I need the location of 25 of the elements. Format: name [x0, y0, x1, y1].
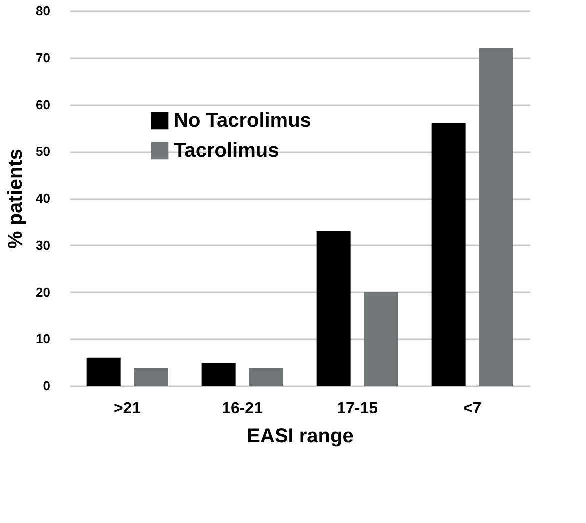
- legend-label: No Tacrolimus: [174, 110, 312, 132]
- y-axis-title: % patients: [5, 148, 28, 250]
- x-tick-label: <7: [463, 400, 482, 418]
- bar: [364, 292, 398, 386]
- x-tick-label: >21: [114, 400, 142, 418]
- y-tick-label: 20: [36, 284, 50, 300]
- y-tick-label: 40: [36, 191, 50, 206]
- legend-label: Tacrolimus: [174, 140, 280, 162]
- bar: [202, 364, 236, 386]
- y-tick-label: 10: [36, 332, 50, 347]
- bar: [479, 48, 514, 386]
- y-tick-label: 50: [36, 144, 50, 160]
- y-tick-label: 30: [36, 238, 50, 253]
- x-tick-label: 16-21: [222, 400, 264, 418]
- y-tick-label: 0: [43, 378, 50, 394]
- bar: [316, 231, 351, 386]
- y-tick-label: 80: [36, 4, 50, 18]
- bar: [86, 358, 121, 386]
- y-tick-label: 70: [36, 50, 50, 66]
- bar: [134, 368, 168, 386]
- x-tick-label: 17-15: [337, 400, 378, 418]
- x-axis-title: EASI range: [247, 426, 354, 448]
- y-tick-label: 60: [36, 97, 50, 112]
- bar: [249, 368, 284, 386]
- bar: [432, 124, 466, 386]
